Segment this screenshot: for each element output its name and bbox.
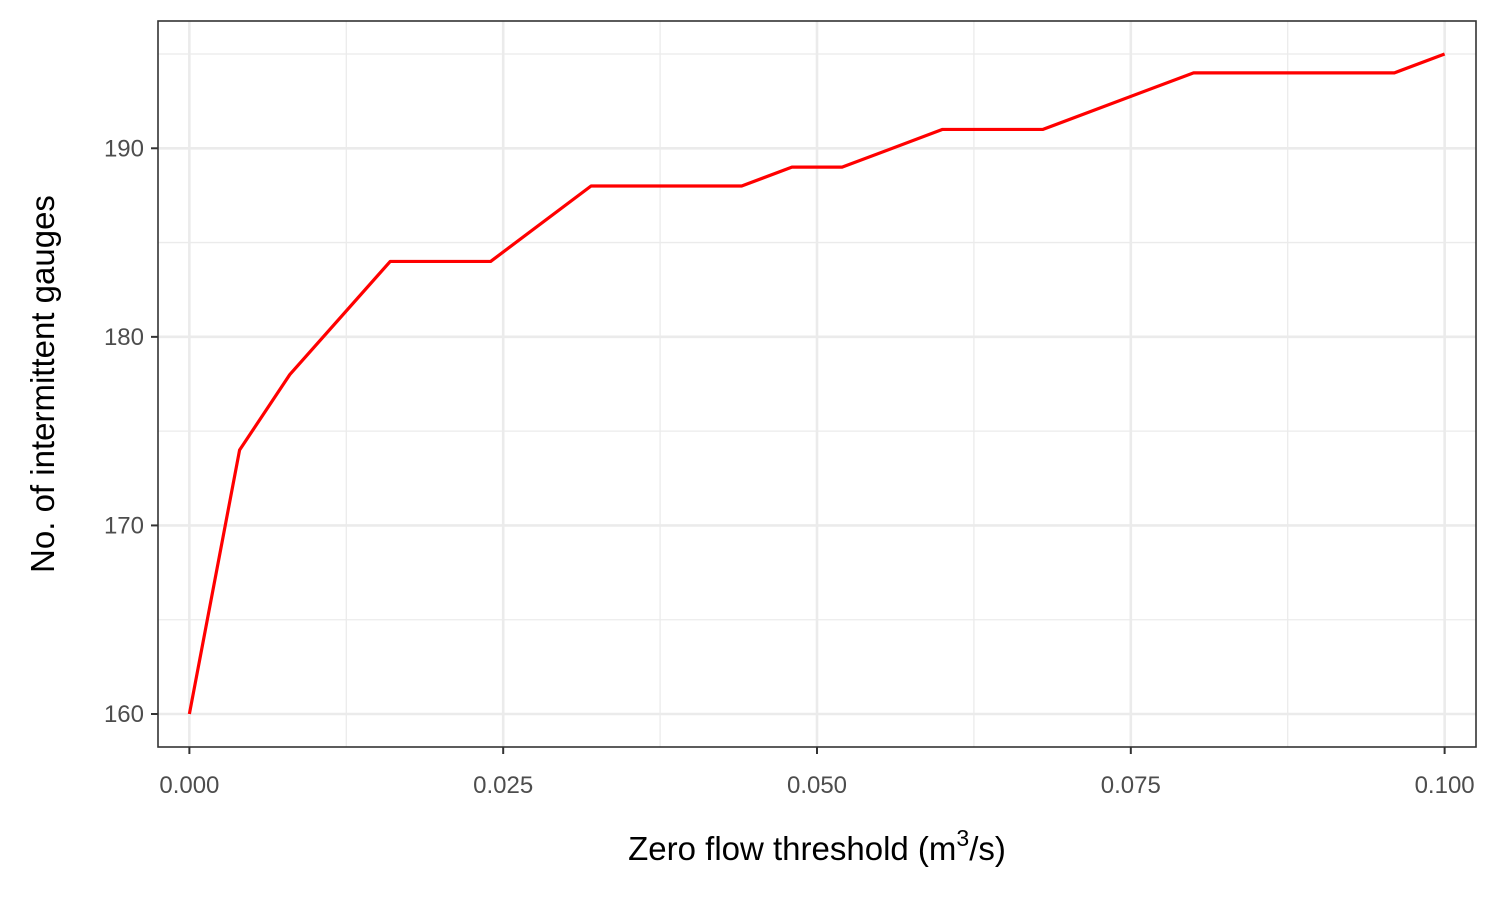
- series-line: [187, 52, 1446, 715]
- x-tick-label: 0.000: [159, 772, 219, 799]
- x-axis-ticks: 0.000 0.025 0.050 0.075 0.100: [159, 747, 1475, 799]
- x-tick-label: 0.075: [1101, 772, 1161, 799]
- y-tick-label: 170: [104, 512, 144, 539]
- y-tick-label: 160: [104, 701, 144, 728]
- y-tick-label: 190: [104, 135, 144, 162]
- x-axis-title: Zero flow threshold (m3/s): [628, 825, 1006, 867]
- y-tick-label: 180: [104, 324, 144, 351]
- major-gridlines: [158, 21, 1476, 747]
- y-axis-title: No. of intermittent gauges: [24, 195, 61, 573]
- x-tick-label: 0.025: [473, 772, 533, 799]
- x-tick-label: 0.050: [787, 772, 847, 799]
- x-tick-label: 0.100: [1415, 772, 1475, 799]
- y-axis-ticks: 160 170 180 190: [104, 135, 158, 728]
- series-layer: [187, 52, 1446, 715]
